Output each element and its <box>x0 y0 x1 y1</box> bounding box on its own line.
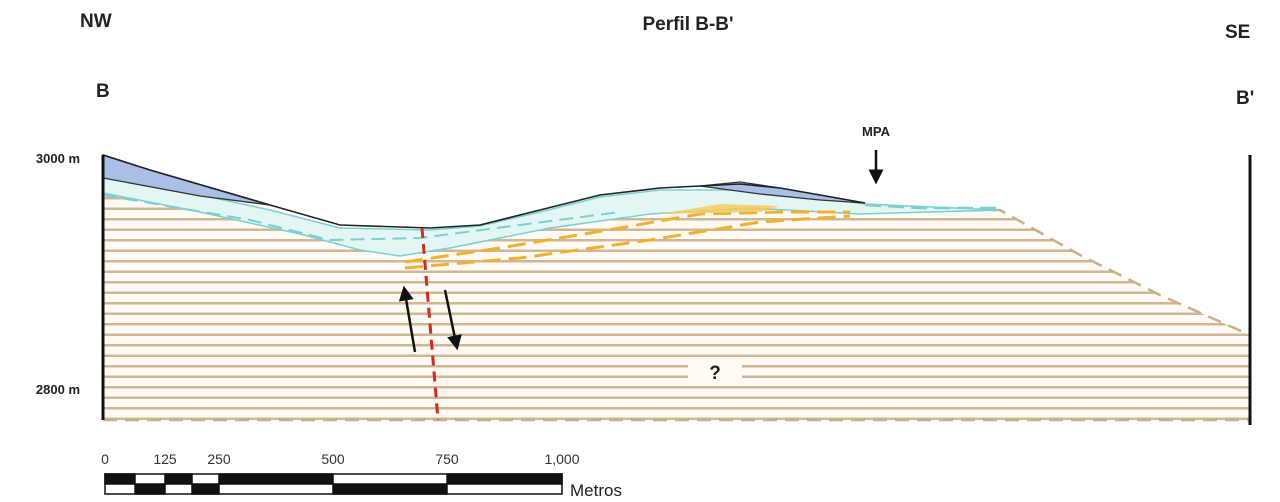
scale-tick-label: 750 <box>435 451 459 467</box>
direction-right: SE <box>1225 22 1250 43</box>
basement-unit <box>103 193 1250 420</box>
fault-arrow-down <box>443 289 462 351</box>
point-right: B' <box>1236 88 1254 109</box>
surface <box>102 154 866 229</box>
scale-tick-label: 250 <box>207 451 231 467</box>
elevation-label: 2800 m <box>36 382 80 397</box>
fault-arrow-up <box>398 285 417 353</box>
direction-left: NW <box>80 11 112 32</box>
scale-tick-label: 1,000 <box>544 451 579 467</box>
title: Perfil B-B' <box>642 14 733 35</box>
orange-fill <box>660 204 780 214</box>
scale-bar <box>104 473 563 495</box>
scale-unit: Metros <box>570 481 622 500</box>
fault <box>420 227 440 421</box>
unknown-label: ? <box>709 363 721 384</box>
scale-tick-label: 0 <box>101 451 109 467</box>
elevation-label: 3000 m <box>36 151 80 166</box>
unknown-box <box>688 361 742 383</box>
orange-unit <box>404 210 851 270</box>
scale-tick-label: 125 <box>153 451 177 467</box>
mpa-layer <box>864 203 1000 210</box>
mpa-label: MPA <box>862 124 891 139</box>
cyan-boundary <box>102 194 621 242</box>
point-left: B <box>96 81 110 102</box>
scale-tick-label: 500 <box>321 451 345 467</box>
